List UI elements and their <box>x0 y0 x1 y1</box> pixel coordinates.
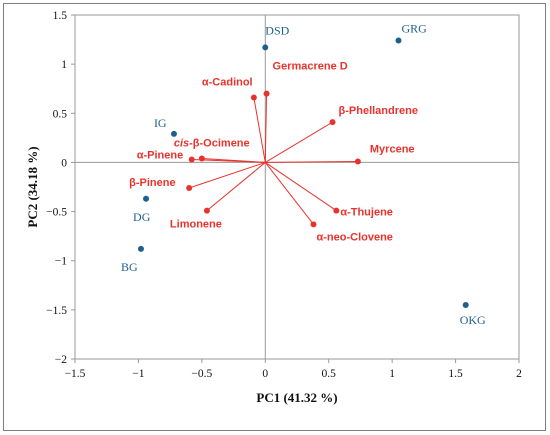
sample-point <box>262 44 269 51</box>
sample-point <box>170 130 177 137</box>
plot-area-border <box>74 14 520 360</box>
point-labels: α-Cadinol Germacrene D β-Phellandrene Myrce… <box>121 22 486 327</box>
y-tick-label: −1 <box>55 256 67 268</box>
y-tick-label: 0.5 <box>53 108 68 120</box>
x-axis-title: PC1 (41.32 %) <box>256 390 337 405</box>
y-axis-title: PC2 (34.18 %) <box>25 146 40 227</box>
y-tick-label: −0.5 <box>46 207 67 219</box>
y-tick-label: 1.5 <box>53 10 68 22</box>
loading-vector-point <box>310 221 317 228</box>
sample-label: DG <box>133 210 151 224</box>
loading-vector-point <box>250 94 257 101</box>
x-tick-label: 0 <box>262 368 268 380</box>
sample-point <box>143 195 150 202</box>
loading-vector-line <box>265 162 337 212</box>
loading-vector-line <box>189 161 266 189</box>
loading-vector-line <box>264 93 268 163</box>
variable-label: α-Pinene <box>137 149 184 161</box>
loading-vectors <box>186 90 361 228</box>
loading-vector-point <box>188 156 195 163</box>
y-tick-label: 1 <box>61 59 67 71</box>
loading-vector-point <box>186 184 193 191</box>
sample-point <box>395 37 402 44</box>
loading-vector-line <box>253 97 266 163</box>
x-tick-label: 1 <box>389 368 395 380</box>
sample-points <box>137 37 469 308</box>
variable-label: α-neo-Clovene <box>316 231 392 243</box>
sample-label: DSD <box>265 23 289 37</box>
variable-label: Myrcene <box>370 143 415 155</box>
sample-point <box>137 245 144 252</box>
loading-vector-line <box>265 121 333 163</box>
loading-vector-line <box>191 158 266 163</box>
y-tick-label: −1.5 <box>46 305 67 317</box>
sample-label: IG <box>154 116 167 130</box>
sample-label: OKG <box>460 313 486 327</box>
x-tick-label: −1.5 <box>65 368 86 380</box>
variable-label: β-Phellandrene <box>339 105 418 117</box>
loading-vector-point <box>333 207 340 214</box>
variable-label: α-Thujene <box>340 207 393 219</box>
x-tick-label: −0.5 <box>191 368 212 380</box>
y-tick-label: −2 <box>55 354 67 366</box>
loading-vector-line <box>206 162 266 211</box>
loading-vector-point <box>198 155 205 162</box>
variable-label: Germacrene D <box>273 61 348 73</box>
sample-point <box>462 301 469 308</box>
variable-label: Limonene <box>170 219 222 231</box>
x-tick-label: −1 <box>132 368 144 380</box>
loading-vector-point <box>263 90 270 97</box>
variable-label: β-Pinene <box>129 177 175 189</box>
y-tick-label: 0 <box>61 157 67 169</box>
x-tick-label: 1.5 <box>448 368 463 380</box>
loading-vector-point <box>203 207 210 214</box>
variable-label: α-Cadinol <box>202 77 253 89</box>
sample-label: GRG <box>401 22 427 36</box>
x-tick-label: 0.5 <box>322 368 337 380</box>
loading-vector-point <box>354 158 361 165</box>
x-tick-label: 2 <box>516 368 522 380</box>
sample-label: BG <box>121 260 138 274</box>
loading-vector-line <box>264 162 314 225</box>
variable-label: cis-β-Ocimene <box>174 137 250 149</box>
loading-vector-line <box>265 160 358 163</box>
loading-vector-point <box>329 119 336 126</box>
